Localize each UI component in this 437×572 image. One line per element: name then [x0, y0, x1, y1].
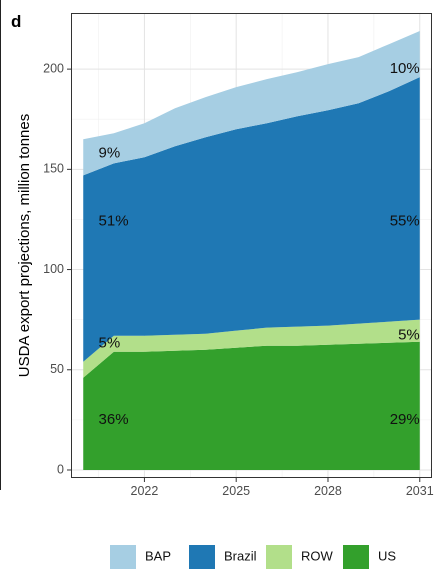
percentage-annotations: 9% 51% 5% 36% 10% 55% 5% 29% [99, 60, 420, 428]
y-tick-label: 0 [57, 462, 64, 476]
annotation-label: 51% [99, 212, 129, 229]
area-series [83, 31, 420, 470]
x-tick-label: 2022 [131, 484, 159, 498]
annotation-label: 5% [99, 335, 121, 352]
annotation-label: 55% [390, 212, 420, 229]
legend-swatch-brazil [189, 545, 215, 569]
legend-label-us: US [378, 548, 396, 563]
x-tick-label: 2025 [222, 484, 250, 498]
y-axis-title: USDA export projections, million tonnes [16, 114, 33, 377]
plot-panel-border [71, 13, 432, 478]
x-axis: 2022 2025 2028 2031 [131, 478, 434, 498]
area-row [83, 319, 420, 378]
annotation-label: 9% [99, 144, 121, 161]
annotation-label: 10% [390, 60, 420, 77]
area-bap [83, 31, 420, 176]
legend-label-row: ROW [301, 548, 334, 563]
y-tick-label: 200 [43, 61, 64, 75]
area-brazil [83, 77, 420, 362]
x-tick-label: 2028 [314, 484, 342, 498]
annotation-label: 5% [398, 327, 420, 344]
legend-swatch-us [343, 545, 369, 569]
legend-label-brazil: Brazil [224, 548, 257, 563]
x-tick-label: 2031 [406, 484, 434, 498]
area-us [83, 341, 420, 470]
y-axis: 0 50 100 150 200 [43, 61, 71, 476]
y-tick-label: 100 [43, 262, 64, 276]
legend: BAP Brazil ROW US [110, 545, 396, 569]
legend-label-bap: BAP [145, 548, 171, 563]
y-tick-label: 50 [50, 362, 64, 376]
annotation-label: 36% [99, 411, 129, 428]
legend-swatch-row [266, 545, 292, 569]
y-tick-label: 150 [43, 162, 64, 176]
plot-panel: 9% 51% 5% 36% 10% 55% 5% 29% [71, 13, 432, 478]
legend-swatch-bap [110, 545, 136, 569]
annotation-label: 29% [390, 411, 420, 428]
panel-letter: d [11, 12, 21, 31]
